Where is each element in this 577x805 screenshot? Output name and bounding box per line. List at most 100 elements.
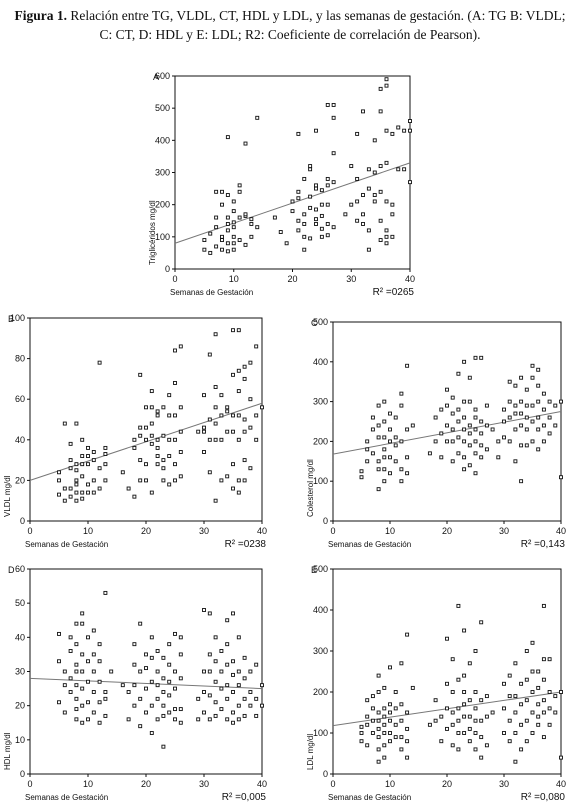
data-point-e xyxy=(479,620,484,625)
data-point-c xyxy=(519,479,524,484)
x-tick-label-a: 30 xyxy=(346,274,356,284)
data-point-a xyxy=(331,225,336,230)
y-tick-label-e: 300 xyxy=(313,646,328,656)
data-point-b xyxy=(207,352,212,357)
data-point-d xyxy=(178,707,183,712)
data-point-b xyxy=(178,344,183,349)
data-point-b xyxy=(138,433,143,438)
y-tick-label-a: 300 xyxy=(155,168,170,178)
plot-area-b xyxy=(29,317,263,522)
data-point-a xyxy=(243,141,248,146)
data-point-d xyxy=(149,635,154,640)
data-point-d xyxy=(149,731,154,735)
x-tick-label-b: 0 xyxy=(27,526,32,536)
data-point-e xyxy=(519,681,524,686)
data-point-a xyxy=(396,167,401,172)
data-point-d xyxy=(126,690,131,694)
data-point-e xyxy=(462,690,467,694)
data-point-a xyxy=(331,115,336,120)
data-point-d xyxy=(97,720,102,725)
data-point-a xyxy=(355,199,360,204)
data-point-a xyxy=(308,194,313,199)
data-point-d xyxy=(155,683,160,688)
data-point-b xyxy=(80,454,85,458)
data-point-e xyxy=(467,739,472,744)
x-axis-label-b: Semanas de Gestación xyxy=(25,540,108,549)
data-point-c xyxy=(405,455,410,460)
data-point-c xyxy=(479,431,484,436)
data-point-c xyxy=(393,435,398,440)
data-point-b xyxy=(196,429,201,434)
y-tick-label-d: 40 xyxy=(15,632,25,642)
data-point-e xyxy=(382,685,387,690)
data-point-b xyxy=(225,474,230,479)
data-point-a xyxy=(214,225,219,230)
chart-panel-c: C 0 100 200 300 400 500 0 10 20 30 40 Colesterol mg/… xyxy=(298,312,572,550)
data-point-c xyxy=(473,451,478,456)
data-point-b xyxy=(236,389,241,394)
y-tick-label-b: 40 xyxy=(15,435,25,445)
data-point-c xyxy=(376,459,381,464)
data-point-c xyxy=(496,455,501,460)
data-point-b xyxy=(155,413,160,418)
panel-letter-e: E xyxy=(311,565,317,575)
data-point-a xyxy=(225,228,230,233)
y-tick-label-b: 60 xyxy=(15,394,25,404)
data-point-b xyxy=(74,462,79,467)
data-point-c xyxy=(388,411,392,416)
data-point-b xyxy=(254,344,259,349)
data-point-a xyxy=(208,250,213,255)
panel-letter-a: A xyxy=(153,72,159,82)
data-point-b xyxy=(167,393,172,398)
data-point-c xyxy=(502,407,506,412)
data-point-d xyxy=(155,717,160,722)
data-point-b xyxy=(132,494,137,499)
data-point-b xyxy=(97,360,102,365)
data-point-c xyxy=(456,419,461,424)
data-point-a xyxy=(237,183,242,188)
data-point-a xyxy=(225,135,230,140)
data-point-e xyxy=(467,661,472,666)
data-point-e xyxy=(467,714,472,719)
data-point-e xyxy=(513,694,518,699)
data-point-e xyxy=(541,735,546,740)
data-point-e xyxy=(513,759,518,764)
data-point-b xyxy=(248,425,253,430)
data-point-e xyxy=(519,702,524,707)
data-point-e xyxy=(450,722,455,727)
data-point-d xyxy=(173,631,177,636)
regression-line-b xyxy=(29,402,263,481)
data-point-b xyxy=(144,405,148,410)
data-point-c xyxy=(530,419,535,424)
plot-area-e xyxy=(332,568,562,775)
data-point-d xyxy=(80,686,85,691)
data-point-d xyxy=(161,713,166,718)
data-point-d xyxy=(178,635,183,640)
data-point-c xyxy=(456,435,461,440)
data-point-b xyxy=(68,494,73,499)
data-point-e xyxy=(462,673,467,678)
data-point-a xyxy=(314,183,318,188)
data-point-c xyxy=(382,435,387,440)
data-point-d xyxy=(196,717,201,722)
data-point-a xyxy=(302,222,307,226)
data-point-c xyxy=(462,439,467,444)
data-point-c xyxy=(433,439,438,444)
data-point-d xyxy=(68,635,73,640)
data-point-c xyxy=(541,391,546,396)
data-point-c xyxy=(467,375,472,380)
data-point-c xyxy=(450,395,455,400)
data-point-d xyxy=(236,717,241,722)
data-point-a xyxy=(355,176,360,181)
data-point-b xyxy=(161,433,166,438)
data-point-e xyxy=(365,714,370,719)
data-point-d xyxy=(254,713,259,718)
data-point-d xyxy=(138,669,143,674)
x-tick-label-e: 20 xyxy=(442,779,452,789)
data-point-b xyxy=(97,486,102,491)
data-point-e xyxy=(507,694,512,699)
data-point-c xyxy=(507,439,512,444)
data-point-a xyxy=(325,183,330,188)
data-point-c xyxy=(399,439,404,444)
data-point-d xyxy=(225,618,230,623)
